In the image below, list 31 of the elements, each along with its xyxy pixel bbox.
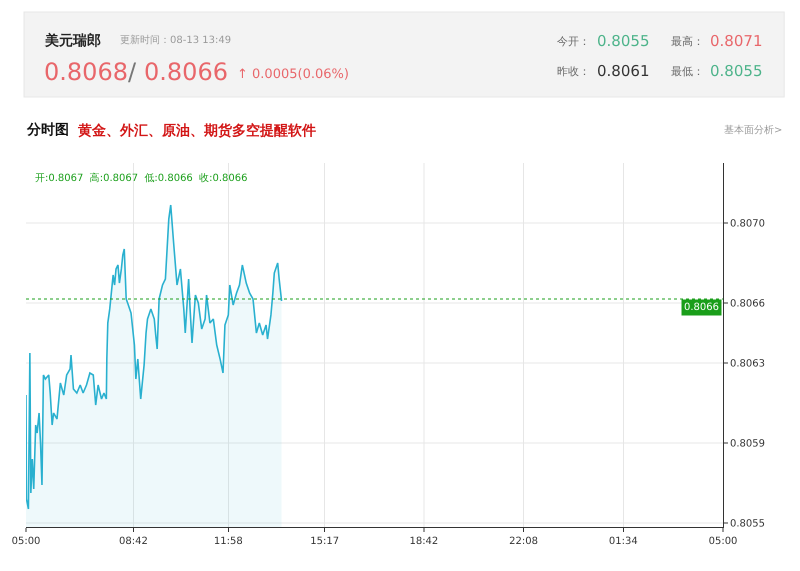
ref-line-label: 0.8066 — [684, 302, 719, 313]
x-tick-label: 22:08 — [509, 536, 538, 547]
text: 美元瑞郎 — [44, 32, 101, 49]
text: 更新时间：08-13 13:49 — [120, 34, 232, 46]
text: 分时图 — [26, 122, 69, 138]
y-tick-label: 0.8070 — [730, 218, 765, 230]
text: ↑ 0.0005(0.06%) — [237, 67, 349, 82]
annotation: 开:0.8067 高:0.8067 低:0.8066 收:0.8066 — [35, 172, 248, 184]
text: 0.8055 — [597, 32, 650, 50]
text: 基本面分析> — [724, 124, 782, 136]
text: 0.8061 — [597, 62, 650, 80]
y-tick-label: 0.8055 — [730, 518, 765, 530]
x-tick-label: 05:00 — [708, 536, 738, 547]
y-tick-label: 0.8063 — [730, 358, 765, 370]
x-tick-label: 08:42 — [119, 536, 148, 547]
text: 昨收： — [557, 65, 590, 78]
x-tick-label: 18:42 — [409, 536, 438, 547]
text: 最高： — [671, 35, 704, 48]
x-tick-label: 05:00 — [12, 536, 40, 547]
x-tick-label: 01:34 — [608, 536, 638, 547]
text: / — [128, 58, 137, 86]
text: 黄金、外汇、原油、期货多空提醒软件 — [77, 122, 316, 139]
y-tick-label: 0.8066 — [730, 298, 765, 310]
text: 最低： — [671, 65, 704, 78]
y-tick-label: 0.8059 — [730, 438, 765, 450]
text: 0.8068 — [44, 58, 128, 86]
text: 0.8066 — [144, 58, 228, 86]
x-tick-label: 15:17 — [310, 536, 340, 547]
text: 今开： — [557, 35, 590, 48]
text: 0.8071 — [710, 32, 762, 50]
x-tick-label: 11:58 — [214, 536, 243, 547]
